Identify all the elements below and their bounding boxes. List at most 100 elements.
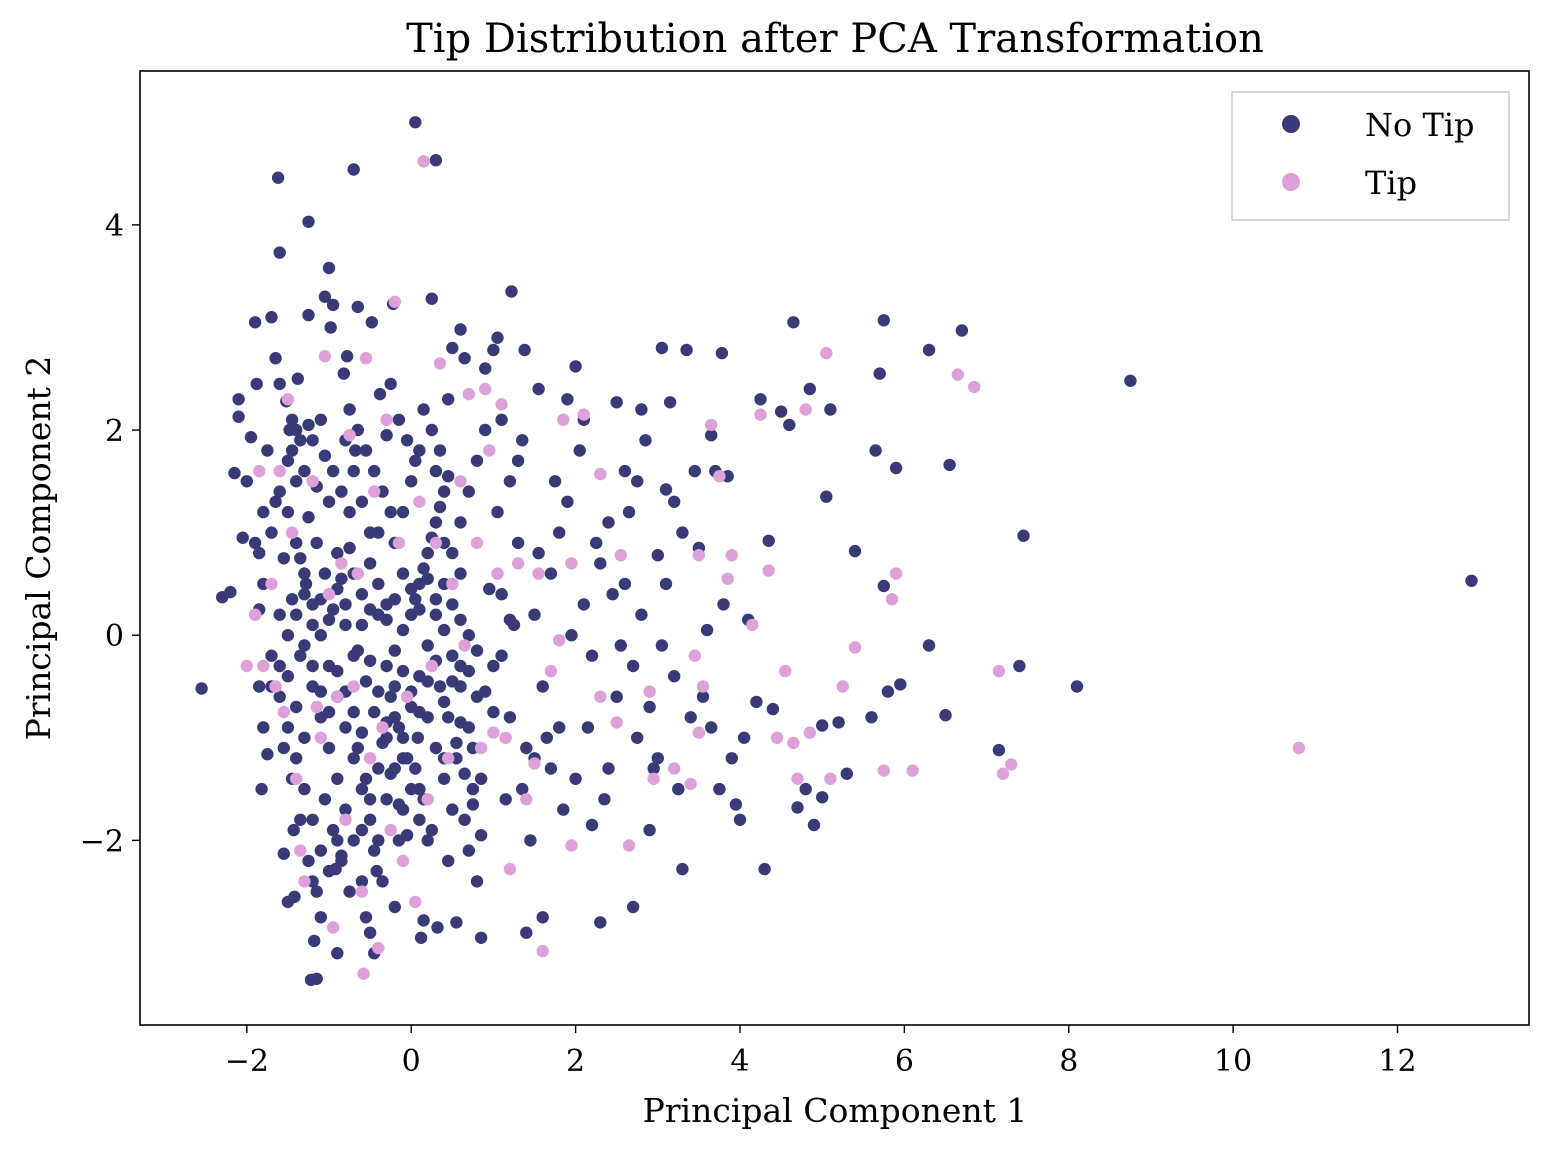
x-axis-ticks: −2 0 2 4 6 8 10 12 bbox=[225, 1025, 1417, 1079]
x-tick-label-6: 10 bbox=[1214, 1044, 1252, 1079]
point-no-tip-92 bbox=[518, 343, 531, 357]
point-no-tip-163 bbox=[992, 743, 1006, 757]
point-tip-28 bbox=[363, 752, 377, 765]
point-no-tip-123 bbox=[715, 346, 729, 360]
point-tip-36 bbox=[396, 854, 410, 868]
point-no-tip-268 bbox=[454, 567, 467, 580]
point-no-tip-418 bbox=[454, 613, 467, 626]
point-no-tip-16 bbox=[265, 311, 278, 324]
point-no-tip-327 bbox=[557, 803, 570, 816]
point-no-tip-191 bbox=[462, 485, 475, 498]
point-tip-37 bbox=[400, 690, 414, 703]
point-no-tip-360 bbox=[409, 762, 422, 775]
point-tip-44 bbox=[433, 357, 447, 370]
point-no-tip-317 bbox=[676, 526, 689, 539]
point-no-tip-264 bbox=[421, 834, 434, 847]
legend: No Tip Tip bbox=[1231, 91, 1510, 221]
point-no-tip-351 bbox=[335, 854, 348, 868]
point-no-tip-210 bbox=[405, 475, 418, 488]
point-no-tip-310 bbox=[618, 464, 632, 478]
point-no-tip-39 bbox=[314, 911, 327, 924]
point-no-tip-335 bbox=[622, 505, 636, 519]
point-no-tip-179 bbox=[363, 813, 377, 826]
point-no-tip-165 bbox=[1017, 529, 1030, 542]
point-tip-73 bbox=[614, 549, 627, 562]
point-no-tip-314 bbox=[651, 752, 664, 765]
point-no-tip-347 bbox=[302, 854, 315, 868]
point-no-tip-397 bbox=[281, 629, 295, 642]
point-no-tip-28 bbox=[290, 475, 303, 488]
point-no-tip-390 bbox=[417, 403, 430, 416]
point-no-tip-443 bbox=[503, 613, 517, 626]
point-no-tip-149 bbox=[848, 544, 862, 558]
point-no-tip-75 bbox=[442, 854, 455, 868]
point-tip-100 bbox=[877, 764, 890, 777]
point-no-tip-387 bbox=[392, 413, 406, 426]
point-no-tip-324 bbox=[532, 546, 545, 560]
point-no-tip-201 bbox=[331, 546, 344, 560]
point-no-tip-189 bbox=[446, 546, 459, 560]
point-no-tip-414 bbox=[421, 572, 434, 585]
point-no-tip-180 bbox=[372, 834, 385, 847]
point-no-tip-117 bbox=[680, 343, 693, 357]
point-no-tip-304 bbox=[569, 772, 582, 785]
point-no-tip-3 bbox=[228, 466, 241, 480]
point-no-tip-15 bbox=[261, 748, 274, 761]
point-no-tip-134 bbox=[762, 534, 775, 547]
point-no-tip-289 bbox=[450, 736, 463, 750]
point-no-tip-219 bbox=[265, 526, 278, 539]
point-tip-46 bbox=[446, 577, 459, 591]
point-no-tip-55 bbox=[363, 926, 377, 939]
point-no-tip-31 bbox=[298, 731, 311, 744]
point-no-tip-340 bbox=[672, 782, 685, 796]
point-tip-25 bbox=[355, 885, 369, 898]
point-no-tip-281 bbox=[384, 767, 397, 780]
point-no-tip-59 bbox=[373, 387, 387, 401]
point-no-tip-208 bbox=[388, 680, 401, 693]
point-tip-31 bbox=[376, 721, 389, 734]
point-no-tip-332 bbox=[598, 793, 611, 806]
point-tip-106 bbox=[992, 664, 1006, 678]
point-tip-86 bbox=[725, 549, 738, 562]
point-tip-51 bbox=[474, 741, 488, 755]
point-no-tip-336 bbox=[631, 731, 644, 744]
point-no-tip-42 bbox=[324, 321, 337, 334]
point-no-tip-124 bbox=[717, 598, 730, 611]
legend-label-tip: Tip bbox=[1365, 164, 1417, 202]
point-no-tip-300 bbox=[536, 680, 549, 693]
point-no-tip-99 bbox=[561, 393, 574, 406]
point-no-tip-393 bbox=[442, 393, 455, 406]
point-no-tip-96 bbox=[536, 911, 549, 924]
point-tip-108 bbox=[1005, 758, 1018, 771]
point-tip-79 bbox=[688, 649, 701, 662]
point-no-tip-126 bbox=[725, 752, 738, 765]
point-tip-50 bbox=[470, 536, 484, 550]
point-no-tip-164 bbox=[1013, 659, 1026, 673]
point-no-tip-279 bbox=[368, 705, 381, 719]
point-no-tip-181 bbox=[380, 793, 393, 806]
point-tip-92 bbox=[787, 736, 800, 750]
point-tip-64 bbox=[544, 664, 558, 678]
point-no-tip-255 bbox=[347, 464, 360, 478]
point-no-tip-416 bbox=[437, 623, 451, 637]
point-no-tip-384 bbox=[368, 464, 381, 478]
point-no-tip-349 bbox=[318, 793, 332, 806]
point-no-tip-80 bbox=[462, 844, 475, 857]
point-no-tip-84 bbox=[479, 362, 492, 375]
point-no-tip-111 bbox=[651, 549, 664, 562]
point-tip-49 bbox=[462, 387, 475, 401]
point-tip-95 bbox=[803, 726, 816, 739]
point-no-tip-315 bbox=[659, 577, 673, 591]
point-no-tip-119 bbox=[700, 623, 714, 637]
point-no-tip-95 bbox=[532, 382, 545, 396]
point-no-tip-167 bbox=[1124, 374, 1137, 387]
point-tip-63 bbox=[536, 944, 549, 958]
point-no-tip-426 bbox=[363, 654, 377, 667]
point-no-tip-148 bbox=[840, 767, 853, 780]
point-no-tip-433 bbox=[421, 675, 434, 688]
point-no-tip-209 bbox=[396, 567, 410, 580]
point-no-tip-107 bbox=[626, 900, 640, 914]
point-no-tip-274 bbox=[326, 603, 340, 616]
point-no-tip-102 bbox=[585, 818, 599, 832]
point-tip-70 bbox=[594, 467, 607, 481]
